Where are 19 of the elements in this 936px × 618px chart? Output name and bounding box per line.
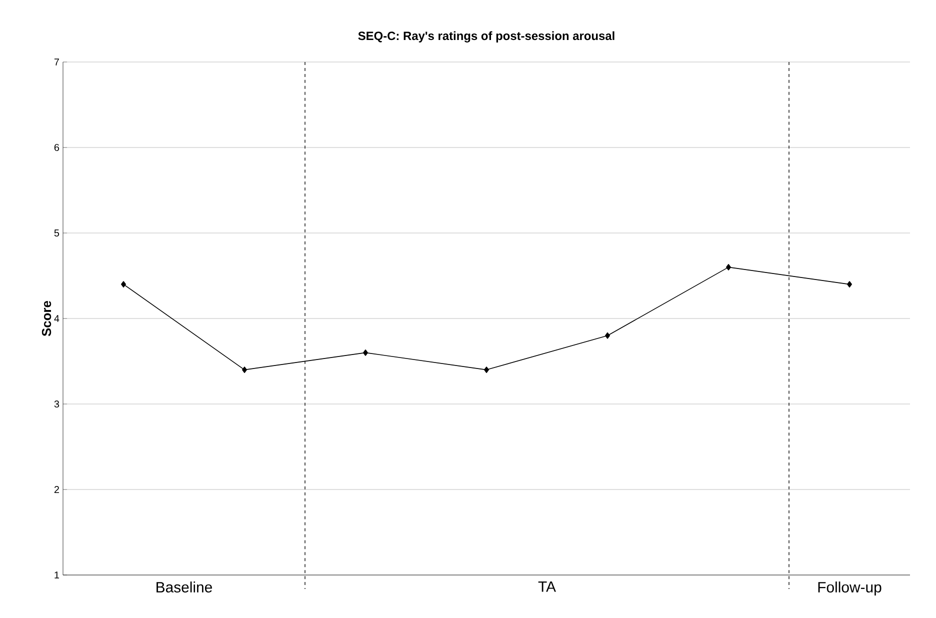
point — [847, 281, 852, 288]
y-tick-label: 7 — [54, 58, 59, 66]
point — [121, 281, 126, 288]
y-tick-label: 3 — [54, 400, 60, 408]
y-tick-label: 4 — [54, 315, 60, 322]
point — [242, 366, 247, 373]
text: Follow-up — [818, 582, 882, 596]
text: Baseline — [156, 582, 212, 592]
point — [484, 366, 489, 373]
point — [726, 264, 731, 270]
point — [363, 350, 368, 356]
y-tick-label: 5 — [54, 230, 60, 236]
text: TA — [538, 582, 556, 592]
y-axis-title: Score — [42, 300, 52, 336]
y-tick-label: 6 — [54, 144, 60, 152]
y-tick-label: 2 — [54, 486, 59, 493]
point — [605, 332, 610, 339]
y-tick-label: 1 — [54, 572, 59, 578]
chart-title: SEQ-C: Ray's ratings of post-session arousal — [358, 31, 614, 42]
